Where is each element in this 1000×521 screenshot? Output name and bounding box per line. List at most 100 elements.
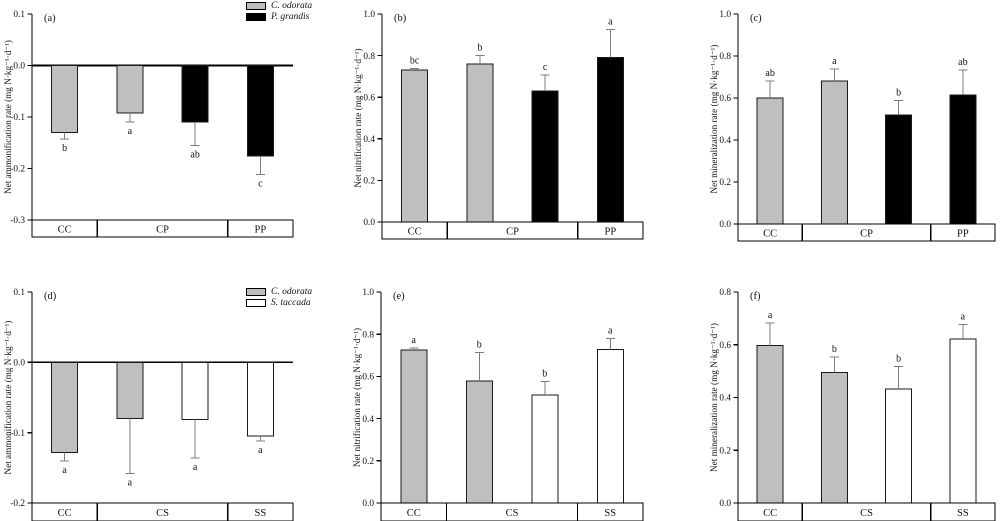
legend-swatch-p-grandis: [246, 12, 266, 21]
y-tick-label: -0.1: [10, 429, 25, 439]
significance-letter: a: [62, 465, 67, 476]
bar: [116, 361, 144, 420]
y-tick-label: 1.0: [719, 10, 731, 20]
group-label: CS: [860, 508, 873, 519]
y-tick-label: 0.8: [719, 52, 731, 62]
panel-c: 1.0 0.8 0.6 0.4 0.2 0.0 Net mineralization rat…: [709, 10, 996, 242]
significance-letter: a: [961, 311, 966, 322]
group-label: CC: [408, 226, 422, 237]
group-label: CP: [506, 226, 519, 237]
group-label: CC: [407, 508, 421, 519]
bar: [246, 65, 274, 157]
y-axis-label: Net nitrification rate (mg N·kg⁻¹·d⁻¹): [352, 328, 362, 467]
legend-swatch-s-taccada: [246, 298, 266, 307]
significance-letter: b: [542, 369, 547, 380]
y-tick-label: 0.0: [719, 220, 731, 230]
bar: [949, 94, 977, 225]
bar: [181, 361, 209, 420]
legend-entry: C. odorata: [246, 287, 312, 298]
y-tick-label: 0.4: [363, 135, 375, 145]
bar: [756, 345, 784, 504]
significance-letter: a: [608, 17, 613, 28]
bar: [885, 388, 913, 504]
panel-d: 0.1 0.0 -0.1 -0.2 Net ammonification rate (m…: [3, 288, 294, 521]
significance-letter: a: [832, 56, 837, 67]
y-tick-label: 0.4: [362, 415, 374, 425]
bar: [885, 114, 913, 225]
panel-b: 1.0 0.8 0.6 0.4 0.2 0.0 Net nitrification rate…: [353, 10, 644, 240]
legend-top: C. odorata P. grandis: [246, 1, 312, 22]
y-tick-label: 0.0: [13, 359, 25, 369]
y-tick-label: 0.8: [719, 288, 731, 298]
y-axis-label: Net mineralization rate (mg N·kg⁻¹·d⁻¹): [709, 45, 719, 194]
y-tick-label: -0.3: [10, 216, 25, 226]
legend-swatch-c-odorata: [246, 288, 266, 297]
group-label: SS: [255, 508, 267, 519]
panel-tag: (e): [393, 291, 405, 302]
bar: [531, 90, 559, 223]
bar: [596, 348, 624, 504]
y-tick-label: 1.0: [363, 10, 375, 20]
significance-letter: b: [62, 143, 67, 154]
y-tick-label: 0.2: [719, 178, 731, 188]
legend-entry: S. taccada: [246, 298, 312, 309]
y-tick-label: 0.8: [363, 52, 375, 62]
y-tick-label: 0.6: [719, 341, 731, 351]
legend-label-c-odorata: C. odorata: [271, 287, 313, 297]
group-label: CS: [506, 508, 519, 519]
y-tick-label: 1.0: [362, 288, 374, 298]
group-label: CP: [156, 224, 169, 235]
y-tick-label: 0.6: [362, 373, 374, 383]
group-label: CC: [763, 508, 777, 519]
y-tick-label: 0.0: [13, 62, 25, 72]
legend-label-p-grandis: P. grandis: [271, 11, 310, 22]
significance-letter: ab: [958, 57, 967, 68]
y-axis-label: Net mineralization rate (mg N·kg⁻¹·d⁻¹): [709, 323, 719, 472]
bar: [466, 63, 494, 223]
legend-label-s-taccada: S. taccada: [271, 297, 311, 308]
y-axis-label: Net ammonification rate (mg N·kg⁻¹·d⁻¹): [3, 321, 13, 475]
y-tick-label: 0.6: [719, 94, 731, 104]
group-label: CC: [58, 508, 72, 519]
significance-letter: ab: [765, 68, 774, 79]
panel-a: 0.1 0.0 -0.1 -0.2 -0.3 Net ammonification rat…: [3, 10, 294, 238]
legend-entry: C. odorata: [246, 1, 312, 12]
y-tick-label: 0.2: [363, 177, 375, 187]
bar: [401, 69, 429, 223]
significance-letter: a: [193, 462, 198, 473]
panel-tag: (f): [750, 291, 761, 302]
y-tick-label: 0.4: [719, 394, 731, 404]
significance-letter: a: [128, 477, 133, 488]
y-tick-label: 0.0: [719, 499, 731, 509]
bar: [51, 65, 79, 133]
significance-letter: c: [258, 179, 263, 190]
group-label: PP: [957, 228, 969, 239]
significance-letter: b: [477, 340, 482, 351]
bar: [51, 361, 79, 453]
bar: [181, 65, 209, 123]
panel-tag: (b): [394, 13, 407, 24]
legend-label-c-odorata: C. odorata: [271, 1, 313, 11]
panel-e: 1.0 0.8 0.6 0.4 0.2 0.0 Net nitrification rate…: [352, 288, 644, 521]
bar: [531, 394, 559, 504]
significance-letter: a: [412, 335, 417, 346]
y-tick-label: -0.1: [10, 113, 25, 123]
y-tick-label: 0.4: [719, 136, 731, 146]
significance-letter: b: [832, 344, 837, 355]
y-tick-label: 0.2: [362, 457, 374, 467]
bar: [465, 380, 493, 504]
bar: [246, 361, 274, 437]
group-label: CS: [156, 508, 169, 519]
y-tick-label: -0.2: [10, 165, 25, 175]
group-label: PP: [255, 224, 267, 235]
legend-bottom: C. odorata S. taccada: [246, 287, 312, 308]
legend-swatch-c-odorata: [246, 2, 266, 11]
significance-letter: b: [477, 43, 482, 54]
panel-tag: (c): [750, 13, 762, 24]
y-tick-label: 0.8: [362, 330, 374, 340]
significance-letter: c: [543, 62, 548, 73]
y-tick-label: -0.2: [10, 499, 25, 509]
y-tick-label: 0.0: [362, 499, 374, 509]
